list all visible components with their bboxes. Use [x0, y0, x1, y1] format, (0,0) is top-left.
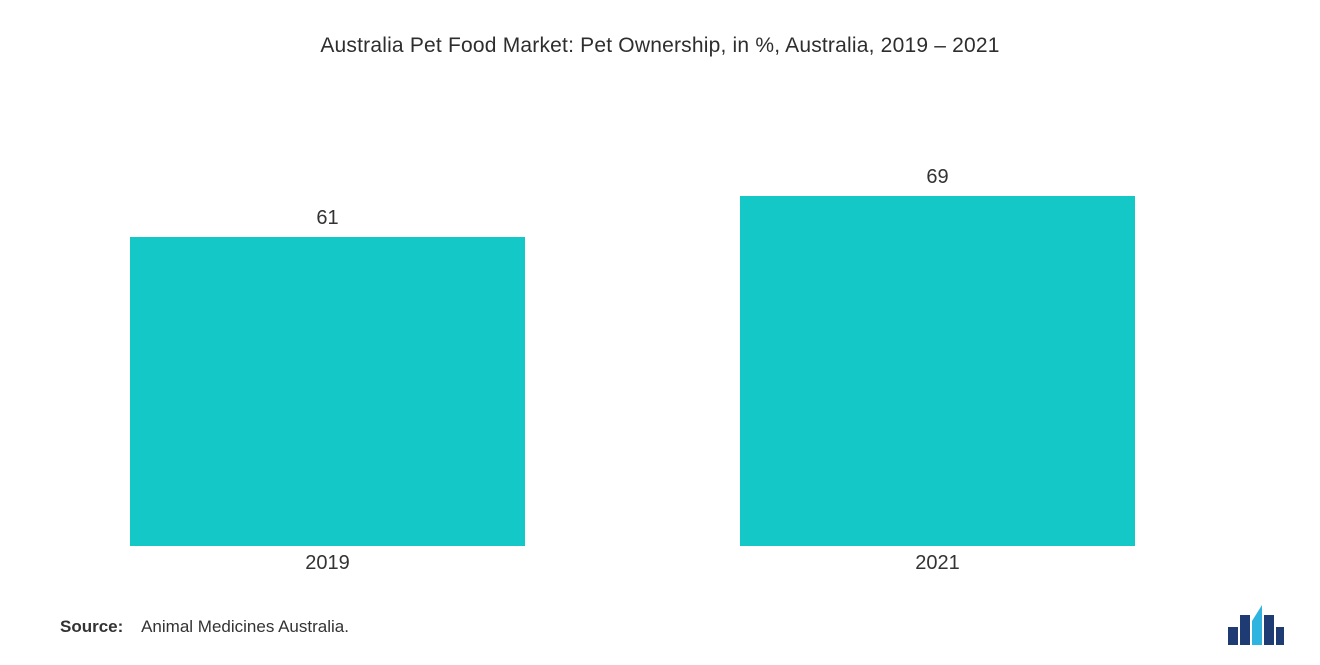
- bar-value-label: 61: [130, 207, 525, 230]
- chart-container: Australia Pet Food Market: Pet Ownership…: [0, 0, 1320, 665]
- category-axis: 2019 2021: [60, 546, 1260, 582]
- source-attribution: Source: Animal Medicines Australia.: [60, 617, 349, 637]
- bar: [740, 196, 1135, 546]
- bar-group: 69: [740, 196, 1135, 546]
- bar-group: 61: [130, 237, 525, 546]
- source-text: Animal Medicines Australia.: [141, 617, 349, 636]
- brand-logo: [1228, 605, 1284, 645]
- plot-region: 61 69: [60, 66, 1260, 546]
- plot-area: 61 69: [130, 66, 1230, 546]
- bar-value-label: 69: [740, 166, 1135, 189]
- source-label: Source:: [60, 617, 123, 636]
- category-label: 2021: [915, 552, 960, 575]
- chart-title: Australia Pet Food Market: Pet Ownership…: [60, 34, 1260, 58]
- logo-icon: [1228, 605, 1284, 645]
- category-label: 2019: [305, 552, 350, 575]
- bar: [130, 237, 525, 546]
